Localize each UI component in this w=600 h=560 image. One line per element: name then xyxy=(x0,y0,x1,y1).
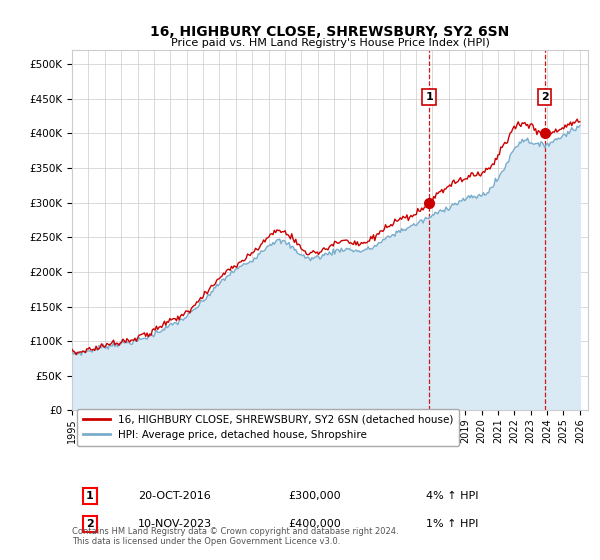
Text: Price paid vs. HM Land Registry's House Price Index (HPI): Price paid vs. HM Land Registry's House … xyxy=(170,38,490,48)
Text: 1: 1 xyxy=(425,92,433,102)
Legend: 16, HIGHBURY CLOSE, SHREWSBURY, SY2 6SN (detached house), HPI: Average price, de: 16, HIGHBURY CLOSE, SHREWSBURY, SY2 6SN … xyxy=(77,409,460,446)
Text: Contains HM Land Registry data © Crown copyright and database right 2024.
This d: Contains HM Land Registry data © Crown c… xyxy=(72,526,398,546)
Text: 4% ↑ HPI: 4% ↑ HPI xyxy=(426,491,479,501)
Text: 20-OCT-2016: 20-OCT-2016 xyxy=(138,491,211,501)
Text: 2: 2 xyxy=(86,519,94,529)
Text: 10-NOV-2023: 10-NOV-2023 xyxy=(138,519,212,529)
Text: £300,000: £300,000 xyxy=(288,491,341,501)
Text: £400,000: £400,000 xyxy=(288,519,341,529)
Text: 1% ↑ HPI: 1% ↑ HPI xyxy=(426,519,478,529)
Text: 2: 2 xyxy=(541,92,548,102)
Text: 1: 1 xyxy=(86,491,94,501)
Text: 16, HIGHBURY CLOSE, SHREWSBURY, SY2 6SN: 16, HIGHBURY CLOSE, SHREWSBURY, SY2 6SN xyxy=(151,25,509,39)
